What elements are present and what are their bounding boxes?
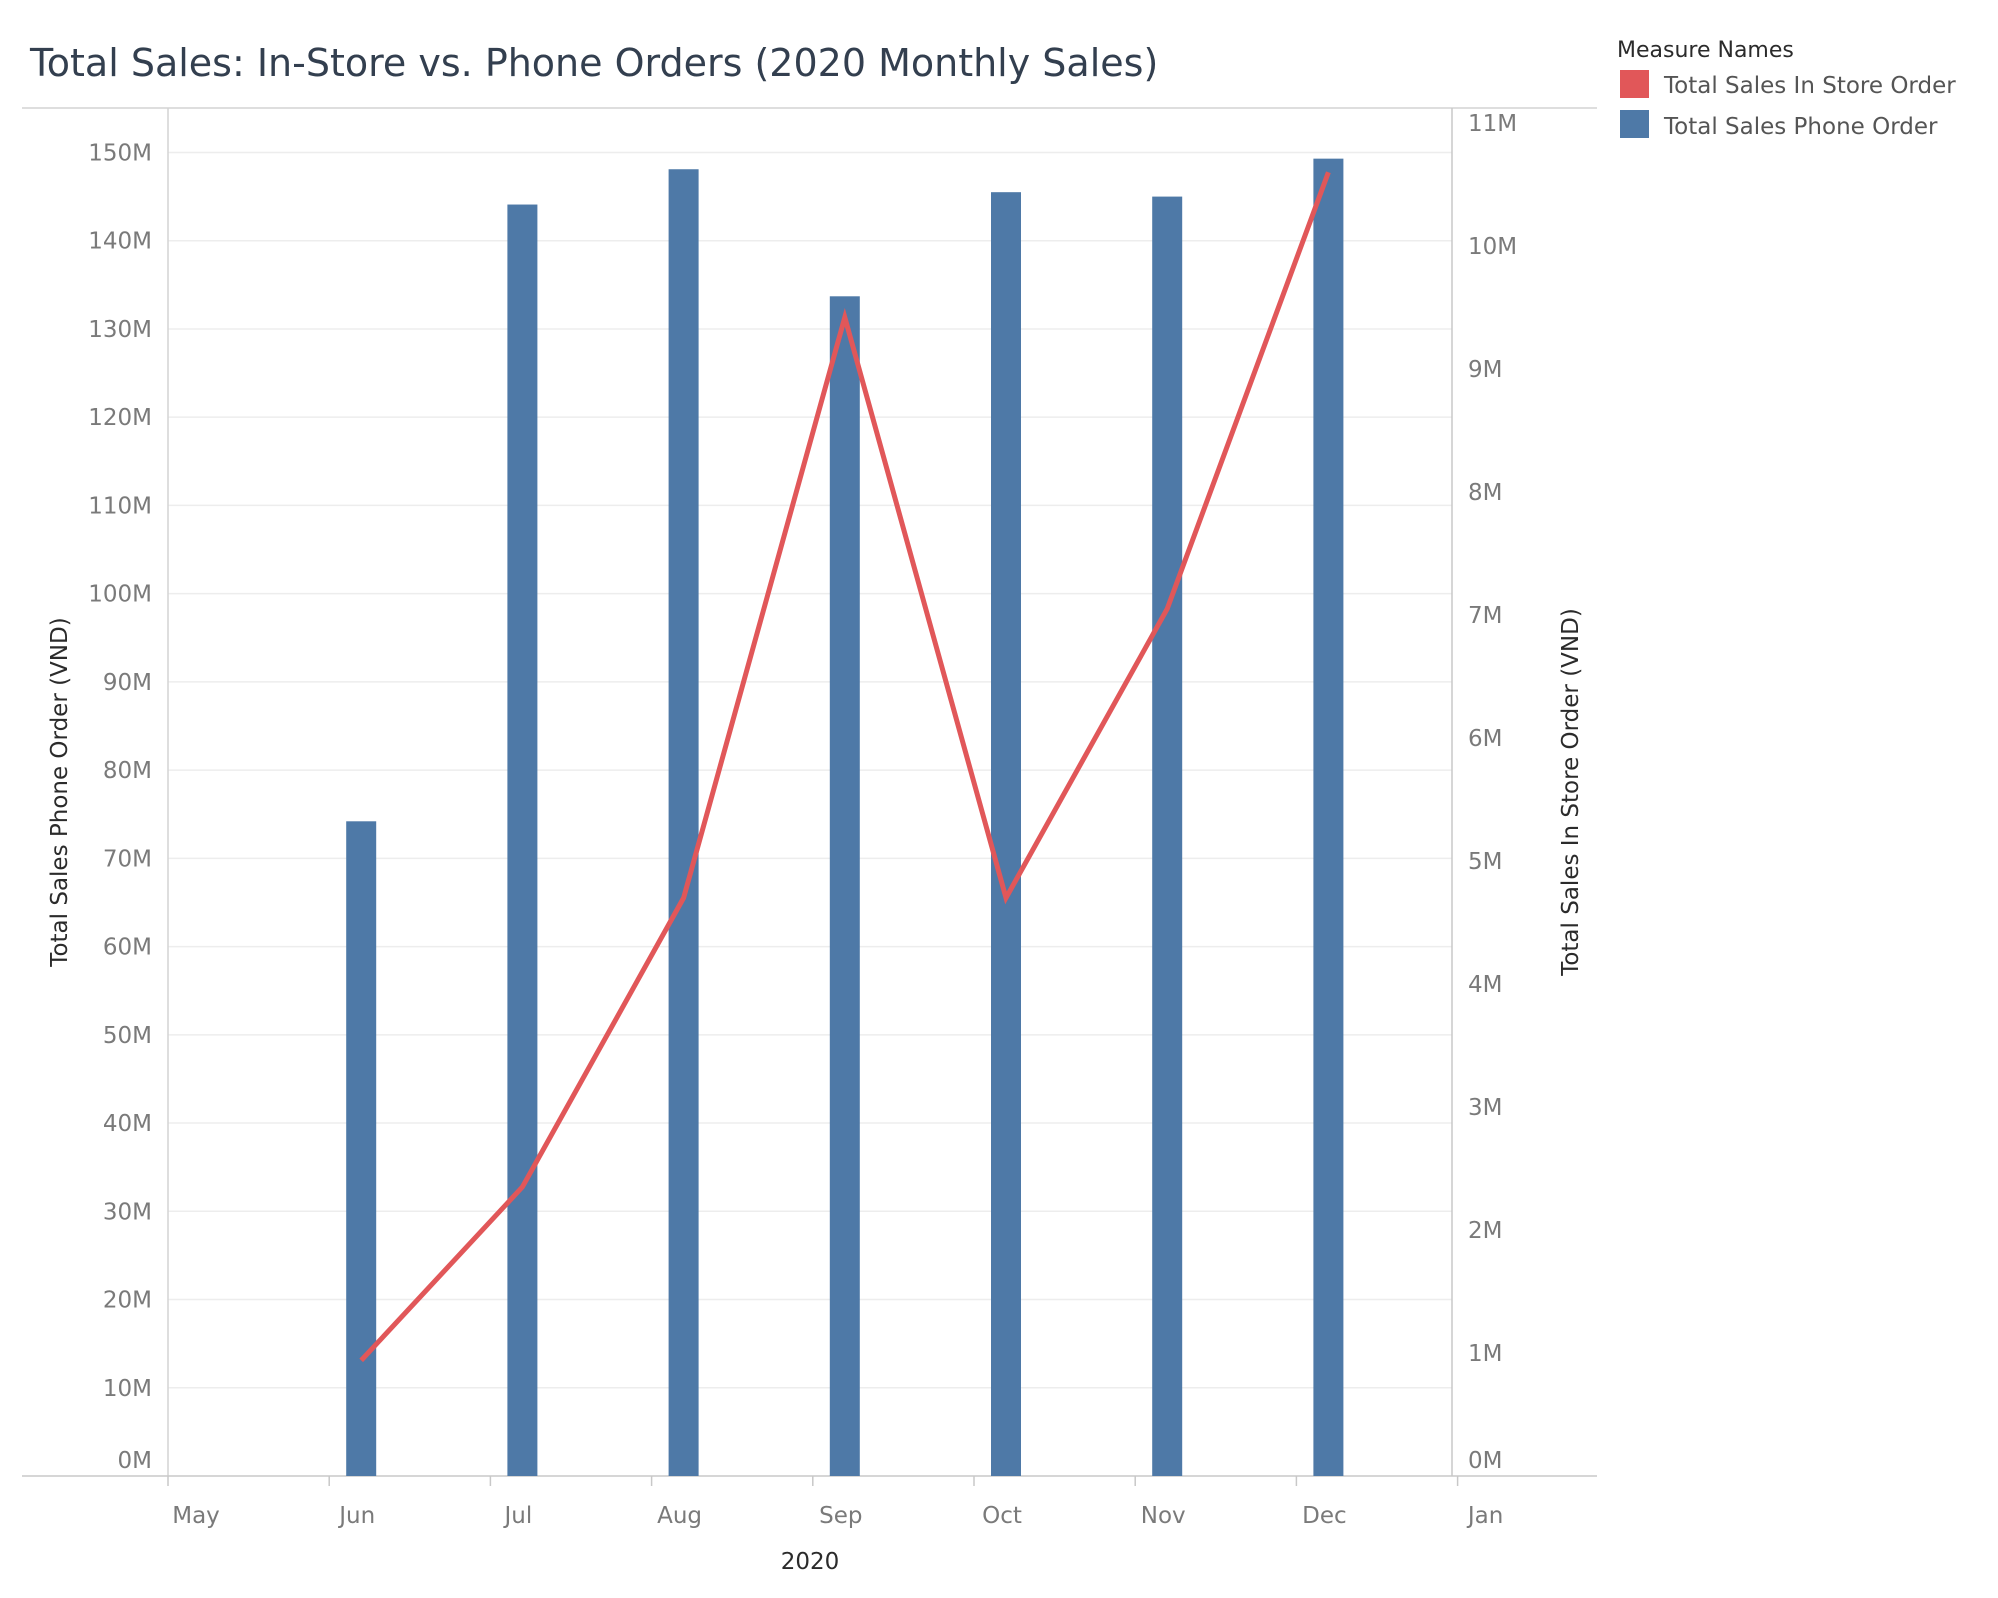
legend-swatch-phone xyxy=(1620,110,1649,138)
y-tick-label: 10M xyxy=(103,1376,152,1402)
y2-tick-label: 1M xyxy=(1468,1341,1502,1367)
legend-label-phone: Total Sales Phone Order xyxy=(1663,114,1938,140)
right-axis-ticks: 0M 1M 2M 3M 4M 5M 6M 7M 8M 9M 10M 11M xyxy=(1468,111,1517,1474)
y-tick-label: 80M xyxy=(103,758,152,784)
y-tick-label: 20M xyxy=(103,1288,152,1314)
y-tick-label: 110M xyxy=(88,493,152,519)
y2-tick-label: 11M xyxy=(1468,111,1517,137)
y-tick-label: 150M xyxy=(88,140,152,166)
x-tick-label: May xyxy=(172,1503,220,1529)
legend-title: Measure Names xyxy=(1617,38,1794,63)
y2-tick-label: 9M xyxy=(1468,357,1502,383)
x-tick-label: Nov xyxy=(1141,1503,1186,1529)
x-tick-label: Jul xyxy=(503,1503,533,1529)
in-store-line xyxy=(359,171,1331,1363)
legend-label-in-store: Total Sales In Store Order xyxy=(1663,73,1956,99)
y2-tick-label: 2M xyxy=(1468,1218,1502,1244)
y-tick-label: 30M xyxy=(103,1199,152,1225)
x-tick-label: Sep xyxy=(819,1503,862,1529)
x-tick-label: Jan xyxy=(1466,1503,1503,1529)
y2-tick-label: 0M xyxy=(1468,1448,1502,1474)
y-tick-label: 100M xyxy=(88,582,152,608)
y-tick-label: 140M xyxy=(88,229,152,255)
x-tick-label: Aug xyxy=(657,1503,702,1529)
x-tick-label: Jun xyxy=(337,1503,375,1529)
y2-axis-title: Total Sales In Store Order (VND) xyxy=(1558,608,1584,977)
plot-frame xyxy=(22,107,1597,1477)
bar-phone-aug xyxy=(668,169,699,1477)
bar-phone-jun xyxy=(346,821,377,1476)
left-axis-ticks: 0M 10M 20M 30M 40M 50M 60M 70M 80M 90M 100M 110M 120… xyxy=(88,140,152,1474)
y2-tick-label: 3M xyxy=(1468,1095,1502,1121)
y2-tick-label: 10M xyxy=(1468,234,1517,260)
bar-phone-dec xyxy=(1313,158,1344,1476)
y2-tick-label: 8M xyxy=(1468,480,1502,506)
y-tick-label: 130M xyxy=(88,317,152,343)
y-tick-label: 120M xyxy=(88,405,152,431)
y-axis-title: Total Sales Phone Order (VND) xyxy=(47,617,73,967)
legend-swatch-in-store xyxy=(1620,70,1649,98)
y-tick-label: 50M xyxy=(103,1023,152,1049)
x-tick-label: Dec xyxy=(1302,1503,1347,1529)
x-axis-ticks: May Jun Jul Aug Sep Oct Nov Dec Jan xyxy=(167,1476,1503,1529)
y-tick-label: 0M xyxy=(118,1448,152,1474)
x-tick-label: Oct xyxy=(982,1503,1022,1529)
bar-phone-nov xyxy=(1152,196,1183,1476)
gridlines xyxy=(168,151,1452,1389)
y-tick-label: 70M xyxy=(103,846,152,872)
phone-order-bars xyxy=(346,158,1344,1477)
chart-title: Total Sales: In-Store vs. Phone Orders (… xyxy=(29,41,1158,85)
legend: Measure Names Total Sales In Store Order… xyxy=(1617,38,1956,140)
y2-tick-label: 6M xyxy=(1468,726,1502,752)
y2-tick-label: 5M xyxy=(1468,849,1502,875)
y2-tick-label: 7M xyxy=(1468,603,1502,629)
y-tick-label: 40M xyxy=(103,1111,152,1137)
y2-tick-label: 4M xyxy=(1468,972,1502,998)
y-tick-label: 90M xyxy=(103,670,152,696)
bar-phone-oct xyxy=(991,192,1021,1476)
x-axis-title: 2020 xyxy=(781,1549,840,1575)
bar-phone-jul xyxy=(507,204,538,1476)
y-tick-label: 60M xyxy=(103,935,152,961)
bar-phone-sep xyxy=(829,296,860,1476)
